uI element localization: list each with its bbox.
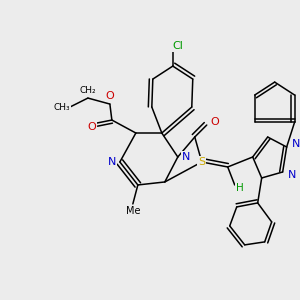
Text: Cl: Cl <box>172 41 183 51</box>
Text: H: H <box>236 183 244 193</box>
Text: N: N <box>292 139 300 149</box>
Text: N: N <box>287 170 296 180</box>
Text: O: O <box>210 117 219 127</box>
Text: N: N <box>182 152 190 162</box>
Text: O: O <box>88 122 96 132</box>
Text: CH₂: CH₂ <box>80 85 96 94</box>
Text: N: N <box>108 157 116 167</box>
Text: Me: Me <box>126 206 140 216</box>
Text: S: S <box>198 157 205 167</box>
Text: CH₃: CH₃ <box>54 103 70 112</box>
Text: O: O <box>106 91 114 101</box>
